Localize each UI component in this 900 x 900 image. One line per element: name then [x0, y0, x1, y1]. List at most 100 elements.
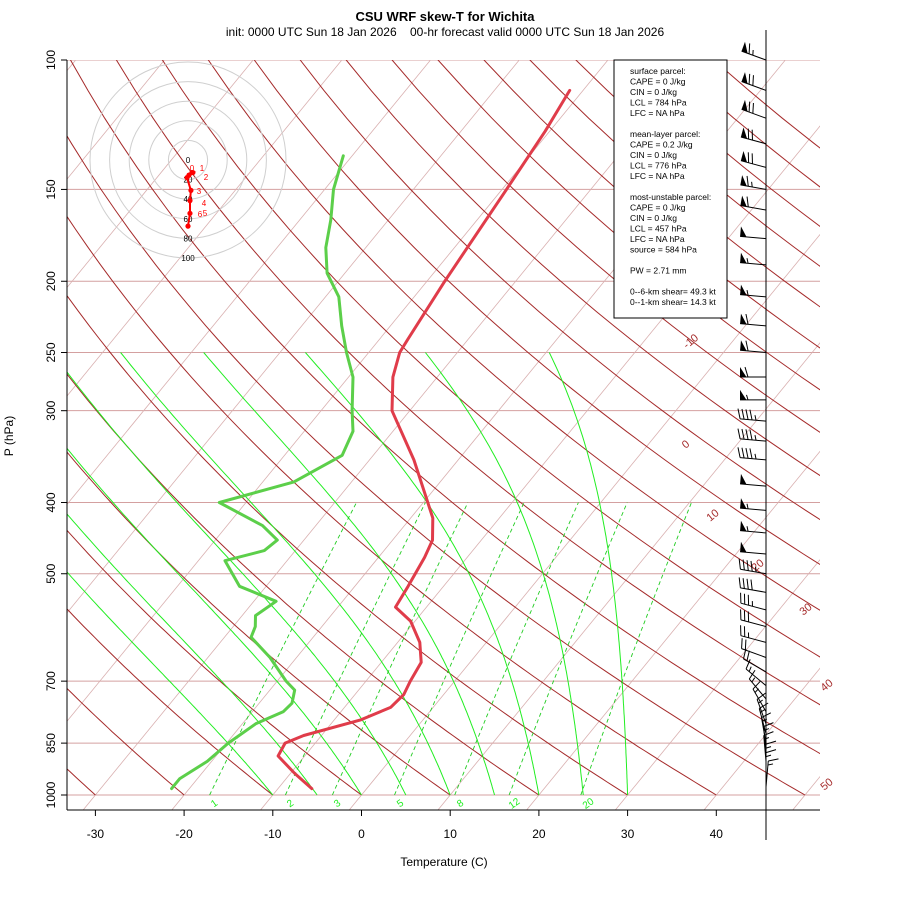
wind-barb-full [746, 650, 750, 662]
wind-barb-flag [740, 252, 747, 264]
wind-barb-full [738, 558, 741, 570]
wind-barb-flag [740, 195, 747, 207]
y-tick-label: 250 [44, 342, 58, 362]
wind-barb [740, 609, 767, 628]
wind-barb [738, 558, 767, 575]
isotherm-line [67, 60, 343, 397]
info-box-line: LCL = 776 hPa [630, 161, 687, 171]
dry-adiabat-line [207, 60, 820, 611]
mixing-ratio-line [284, 502, 426, 796]
wind-barb-full [752, 75, 754, 86]
wind-barb-staff [740, 136, 767, 145]
wind-barb-staff [740, 568, 767, 575]
wind-barb-staff [740, 457, 767, 461]
hodograph: 0204060801000123456 [89, 61, 287, 263]
wind-barb-full [742, 648, 747, 660]
wind-barb [737, 447, 767, 461]
moist-adiabat-line [548, 352, 629, 796]
info-box-line: LFC = NA hPa [630, 234, 685, 244]
info-box-line: CIN = 0 J/kg [630, 213, 677, 223]
mixing-ratio-line [394, 502, 525, 796]
moist-adiabat-line [67, 571, 274, 796]
wind-barbs [737, 30, 779, 840]
isotherm-line [437, 342, 820, 810]
wind-barb-full [744, 639, 747, 650]
isotherm-line [67, 60, 254, 289]
wind-barb [748, 669, 767, 700]
x-tick-label: -10 [264, 827, 282, 841]
wind-barb-full [765, 749, 777, 754]
info-box-line: CAPE = 0 J/kg [630, 203, 686, 213]
hodograph-point [188, 187, 194, 193]
info-box-line: CAPE = 0.2 J/kg [630, 140, 693, 150]
chart-subtitle: init: 0000 UTC Sun 18 Jan 2026 00-hr for… [226, 25, 665, 39]
y-tick-label: 1000 [44, 781, 58, 808]
wind-barb-full [752, 102, 754, 114]
wind-barb [741, 99, 767, 119]
wind-barb-full [745, 429, 749, 440]
wind-barb-full [745, 313, 749, 325]
wind-barb-full [749, 409, 753, 421]
mixing-ratio-line [209, 502, 357, 796]
wind-barb-half [767, 763, 774, 766]
wind-barb-half [755, 566, 757, 573]
dry-adiabat-line [437, 60, 820, 391]
wind-barb [740, 592, 767, 611]
wind-barb [765, 758, 779, 787]
y-tick-label: 200 [44, 271, 58, 291]
wind-barb-staff [740, 602, 767, 611]
wind-barb-full [749, 448, 753, 459]
wind-barb-flag [741, 41, 748, 54]
wind-barb [741, 72, 767, 91]
wind-barb [737, 428, 767, 442]
wind-barb-staff [740, 323, 767, 327]
moist-adiabat-lines [67, 352, 629, 796]
info-box-line: LCL = 784 hPa [630, 98, 687, 108]
dry-adiabat-line [483, 60, 820, 349]
wind-barb-full [756, 692, 766, 700]
wind-barb [740, 473, 767, 487]
wind-barb-full [763, 731, 774, 736]
moist-adiabat-line [67, 371, 407, 796]
info-box-line: CIN = 0 J/kg [630, 87, 677, 97]
wind-barb-full [746, 196, 749, 207]
wind-barb-full [750, 560, 753, 572]
wind-barb-staff [740, 438, 767, 442]
mixing-ratio-lines [209, 502, 692, 796]
hodograph-height-label: 4 [202, 199, 207, 208]
isotherm-line [67, 60, 431, 506]
wind-barb-flag [741, 99, 748, 112]
wind-barb-staff [740, 483, 767, 487]
wind-barb-full [750, 579, 753, 590]
wind-barb [740, 226, 767, 240]
wind-barb-full [741, 408, 745, 420]
mixing-ratio-label: 5 [395, 798, 406, 810]
info-box-line: 0--6-km shear= 49.3 kt [630, 287, 716, 297]
moist-adiabat-line [120, 352, 451, 796]
hodograph-height-label: 2 [204, 173, 209, 182]
wind-barb-half [746, 394, 749, 401]
dry-adiabat-line [161, 60, 820, 658]
wind-barb-half [754, 415, 757, 421]
wind-barb-full [738, 577, 741, 588]
info-box-line: most-unstable parcel: [630, 192, 711, 202]
wind-barb-half [754, 688, 759, 693]
wind-barb [740, 252, 767, 266]
wind-barb-half [748, 666, 752, 672]
wind-barb-flag [740, 520, 747, 532]
wind-barb-half [763, 728, 770, 731]
wind-barb-full [745, 340, 749, 352]
wind-barb-full [741, 638, 743, 649]
hodograph-point [187, 210, 193, 216]
wind-barb [740, 389, 766, 401]
wind-barb-full [744, 366, 749, 378]
mixing-ratio-label: 8 [455, 798, 466, 810]
info-box-line: CIN = 0 J/kg [630, 150, 677, 160]
wind-barb-half [746, 258, 749, 264]
moist-adiabat-line [425, 352, 584, 796]
wind-barb [737, 408, 767, 422]
wind-barb-flag [740, 498, 747, 509]
wind-barb-full [737, 428, 741, 439]
wind-barb [740, 541, 767, 555]
